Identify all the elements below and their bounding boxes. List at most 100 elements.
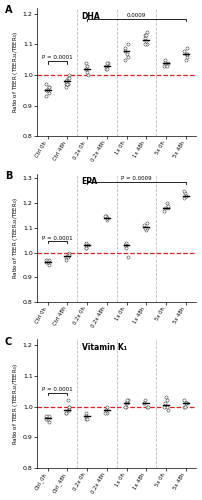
Point <box>86 415 89 423</box>
Point <box>124 241 127 249</box>
Point <box>144 38 148 46</box>
Point <box>105 216 108 224</box>
Point <box>125 400 128 407</box>
Point <box>45 415 48 423</box>
Point <box>47 418 50 426</box>
Point <box>166 202 169 209</box>
Point <box>45 256 48 264</box>
Point <box>45 92 48 100</box>
Point <box>165 62 168 70</box>
Point <box>165 402 169 410</box>
Point <box>143 32 146 40</box>
Point <box>85 65 88 73</box>
Point <box>127 40 130 48</box>
Point <box>146 402 150 410</box>
Point <box>104 408 107 416</box>
Point <box>68 251 71 259</box>
Point <box>105 62 108 70</box>
Point <box>67 74 70 82</box>
Point <box>84 59 87 67</box>
Point <box>123 56 126 64</box>
Text: EPA: EPA <box>82 178 98 186</box>
Point <box>66 80 69 88</box>
Point <box>84 415 87 423</box>
Point <box>86 71 89 79</box>
Point <box>143 400 146 407</box>
Point <box>64 77 67 85</box>
Text: 0.0009: 0.0009 <box>127 12 146 18</box>
Point <box>105 214 108 222</box>
Point <box>68 71 71 79</box>
Point <box>145 28 148 36</box>
Point <box>126 254 129 262</box>
Point <box>84 412 88 420</box>
Point <box>186 400 189 407</box>
Point <box>184 50 187 58</box>
Point <box>127 52 130 60</box>
Point <box>48 84 51 92</box>
Point <box>145 226 148 234</box>
Point <box>143 40 146 48</box>
Point <box>182 187 186 195</box>
Point <box>67 248 70 256</box>
Point <box>166 59 169 67</box>
Point <box>124 241 127 249</box>
Point <box>87 241 90 249</box>
Point <box>166 204 169 212</box>
Point <box>166 406 169 413</box>
Point <box>105 408 108 416</box>
Point <box>104 62 107 70</box>
Point <box>84 241 87 249</box>
Point <box>182 402 186 410</box>
Point <box>64 77 68 85</box>
Point <box>66 406 69 413</box>
Point <box>185 192 188 200</box>
Point <box>66 251 69 259</box>
Point <box>64 84 68 92</box>
Point <box>146 40 149 48</box>
Point <box>45 412 48 420</box>
Point <box>182 194 186 202</box>
Point <box>143 222 146 230</box>
Point <box>163 56 167 64</box>
Point <box>143 224 146 232</box>
Point <box>186 50 189 58</box>
Y-axis label: Ratio of TEER (TEER$_{24}$/TEER$_{0}$): Ratio of TEER (TEER$_{24}$/TEER$_{0}$) <box>11 30 20 114</box>
Point <box>85 62 88 70</box>
Point <box>65 80 68 88</box>
Point <box>67 254 70 262</box>
Point <box>106 402 109 410</box>
Point <box>145 224 148 232</box>
Point <box>164 204 167 212</box>
Point <box>185 52 188 60</box>
Point <box>125 400 128 407</box>
Point <box>104 406 108 413</box>
Point <box>125 244 128 252</box>
Point <box>184 190 187 198</box>
Point <box>48 256 51 264</box>
Point <box>44 86 48 94</box>
Point <box>46 86 49 94</box>
Point <box>85 244 88 252</box>
Point <box>105 65 108 73</box>
Point <box>123 46 126 54</box>
Point <box>125 50 128 58</box>
Point <box>48 412 51 420</box>
Point <box>145 402 148 410</box>
Y-axis label: Ratio of TEER (TEER$_{24}$/TEER$_{0}$): Ratio of TEER (TEER$_{24}$/TEER$_{0}$) <box>11 362 20 445</box>
Point <box>164 59 167 67</box>
Point <box>124 238 128 246</box>
Point <box>184 192 187 200</box>
Point <box>144 34 147 42</box>
Point <box>46 258 49 266</box>
Point <box>47 84 51 92</box>
Point <box>145 219 148 227</box>
Text: P = 0.0001: P = 0.0001 <box>42 387 73 392</box>
Y-axis label: Ratio of TEER (TEER$_{24}$/TEER$_{0}$): Ratio of TEER (TEER$_{24}$/TEER$_{0}$) <box>11 196 20 279</box>
Point <box>183 402 186 410</box>
Point <box>143 396 146 404</box>
Point <box>125 396 128 404</box>
Point <box>184 56 187 64</box>
Point <box>105 65 108 73</box>
Point <box>64 254 67 262</box>
